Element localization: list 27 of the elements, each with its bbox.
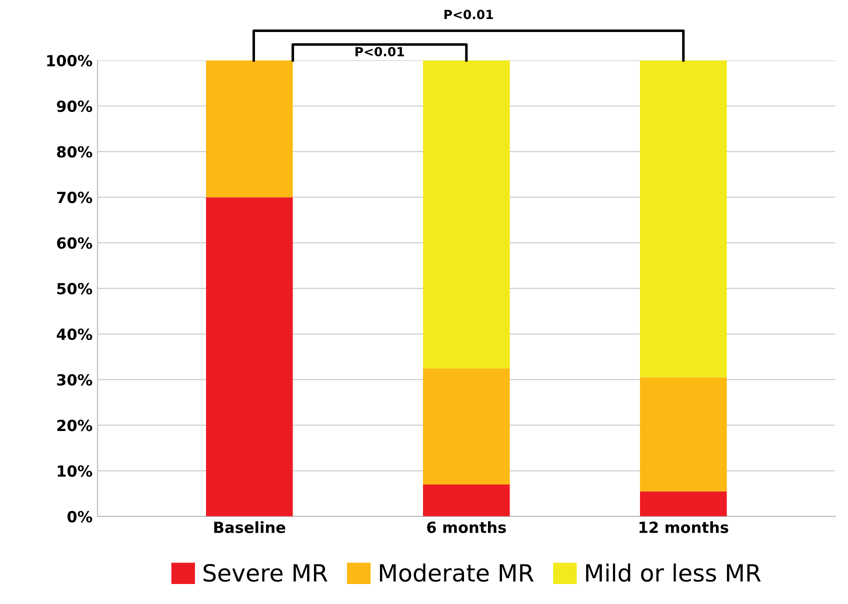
- legend-label: Mild or less MR: [586, 564, 761, 582]
- y-tick-label: 100%: [47, 54, 92, 66]
- x-tick-label: 6 months: [427, 521, 506, 534]
- bar: [423, 368, 510, 484]
- legend-label: Severe MR: [204, 564, 328, 582]
- text: P<0.01: [356, 46, 404, 56]
- y-tick-label: 10%: [58, 465, 92, 477]
- y-tick-label: 40%: [56, 328, 92, 340]
- y-tick-label: 0%: [67, 510, 92, 522]
- bar: [206, 60, 293, 198]
- legend-label: Moderate MR: [380, 564, 534, 582]
- y-tick-label: 30%: [57, 374, 92, 386]
- y-tick-label: 50%: [57, 282, 92, 294]
- bar: [206, 197, 293, 516]
- y-tick-label: 80%: [57, 146, 92, 158]
- bar: [423, 484, 510, 516]
- y-tick-label: 20%: [57, 420, 92, 432]
- y-tick-label: 90%: [56, 100, 92, 112]
- bar: [640, 377, 727, 492]
- bar: [423, 60, 510, 368]
- text: P<0.01: [444, 10, 493, 20]
- bar: [640, 491, 727, 516]
- y-tick-label: 70%: [57, 192, 92, 204]
- bar: [640, 60, 727, 378]
- x-tick-label: 12 months: [640, 521, 728, 534]
- x-tick-label: Baseline: [214, 521, 286, 534]
- y-tick-label: 60%: [57, 237, 92, 249]
